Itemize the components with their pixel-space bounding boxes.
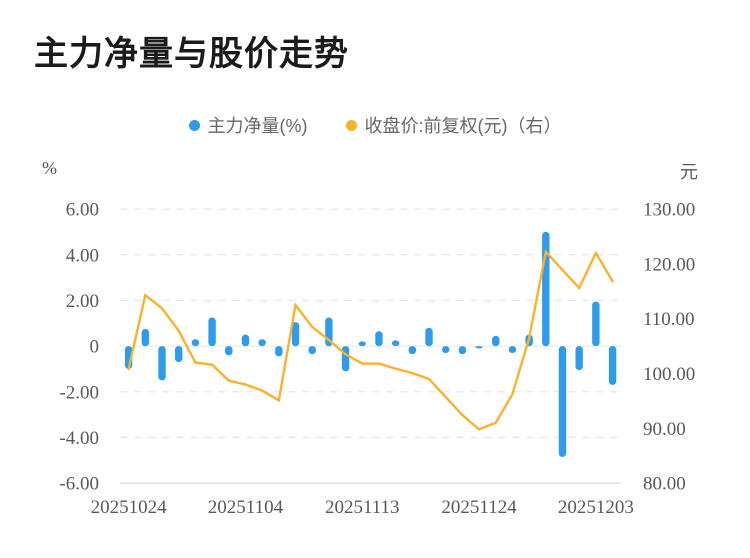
bar-main-net-volume bbox=[441, 346, 450, 353]
bar-main-net-volume bbox=[358, 341, 366, 347]
right-axis-tick-label: 100.00 bbox=[643, 364, 695, 385]
bar-main-net-volume bbox=[508, 346, 517, 353]
bar-main-net-volume bbox=[575, 346, 583, 371]
left-axis-tick-label: -6.00 bbox=[59, 474, 99, 495]
bar-main-net-volume bbox=[241, 334, 250, 347]
bar-main-net-volume bbox=[608, 346, 617, 385]
left-axis-tick-label: -4.00 bbox=[59, 428, 99, 449]
bar-main-net-volume bbox=[175, 346, 183, 363]
x-axis-tick-label: 20251203 bbox=[558, 497, 634, 518]
left-axis-unit: % bbox=[42, 158, 57, 178]
right-axis-unit: 元 bbox=[680, 162, 698, 182]
right-axis-tick-label: 80.00 bbox=[643, 474, 686, 495]
legend-item-label: 收盘价:前复权(元)（右） bbox=[364, 116, 562, 136]
left-axis-tick-label: 6.00 bbox=[66, 200, 99, 221]
bar-main-net-volume bbox=[258, 339, 266, 347]
bar-main-net-volume bbox=[225, 346, 233, 356]
x-axis-tick-label: 20251024 bbox=[91, 497, 168, 518]
bar-main-net-volume bbox=[308, 346, 316, 355]
legend: 主力净量(%) 收盘价:前复权(元)（右） bbox=[0, 112, 750, 138]
bar-main-net-volume bbox=[391, 340, 400, 347]
bar-main-net-volume bbox=[475, 346, 483, 349]
legend-marker-icon bbox=[188, 119, 200, 131]
bar-main-net-volume bbox=[158, 346, 166, 381]
legend-marker-icon bbox=[345, 119, 357, 131]
bar-main-net-volume bbox=[375, 331, 383, 347]
bar-main-net-volume bbox=[291, 322, 300, 347]
chart-title: 主力净量与股价走势 bbox=[34, 35, 349, 73]
bar-main-net-volume bbox=[408, 346, 417, 355]
x-axis-tick-label: 20251113 bbox=[325, 497, 400, 518]
left-axis-tick-label: -2.00 bbox=[59, 382, 99, 403]
right-axis-tick-label: 90.00 bbox=[643, 419, 686, 440]
bar-main-net-volume bbox=[208, 317, 216, 347]
left-axis-tick-label: 0 bbox=[90, 337, 100, 358]
bar-main-net-volume bbox=[492, 335, 500, 347]
bar-main-net-volume bbox=[341, 346, 350, 372]
bar-main-net-volume bbox=[425, 327, 433, 347]
bar-main-net-volume bbox=[542, 231, 550, 347]
x-axis-tick-label: 20251104 bbox=[208, 497, 284, 518]
right-axis-tick-label: 130.00 bbox=[643, 200, 695, 221]
left-axis-tick-label: 4.00 bbox=[66, 245, 99, 266]
bar-main-net-volume bbox=[191, 339, 200, 347]
bar-main-net-volume bbox=[275, 346, 283, 357]
bar-main-net-volume bbox=[592, 301, 600, 347]
left-axis-tick-label: 2.00 bbox=[66, 291, 99, 312]
right-axis-tick-label: 120.00 bbox=[643, 254, 695, 275]
bar-main-net-volume bbox=[458, 346, 467, 355]
x-axis-tick-label: 20251124 bbox=[441, 497, 517, 518]
legend-item-main-net-volume[interactable]: 主力净量(%) bbox=[188, 112, 308, 138]
right-axis-tick-label: 110.00 bbox=[643, 309, 695, 330]
bar-main-net-volume bbox=[558, 346, 567, 457]
bar-main-net-volume bbox=[141, 328, 150, 347]
legend-item-label: 主力净量(%) bbox=[207, 116, 308, 136]
legend-item-close-price[interactable]: 收盘价:前复权(元)（右） bbox=[345, 112, 562, 138]
price-line bbox=[127, 249, 614, 431]
